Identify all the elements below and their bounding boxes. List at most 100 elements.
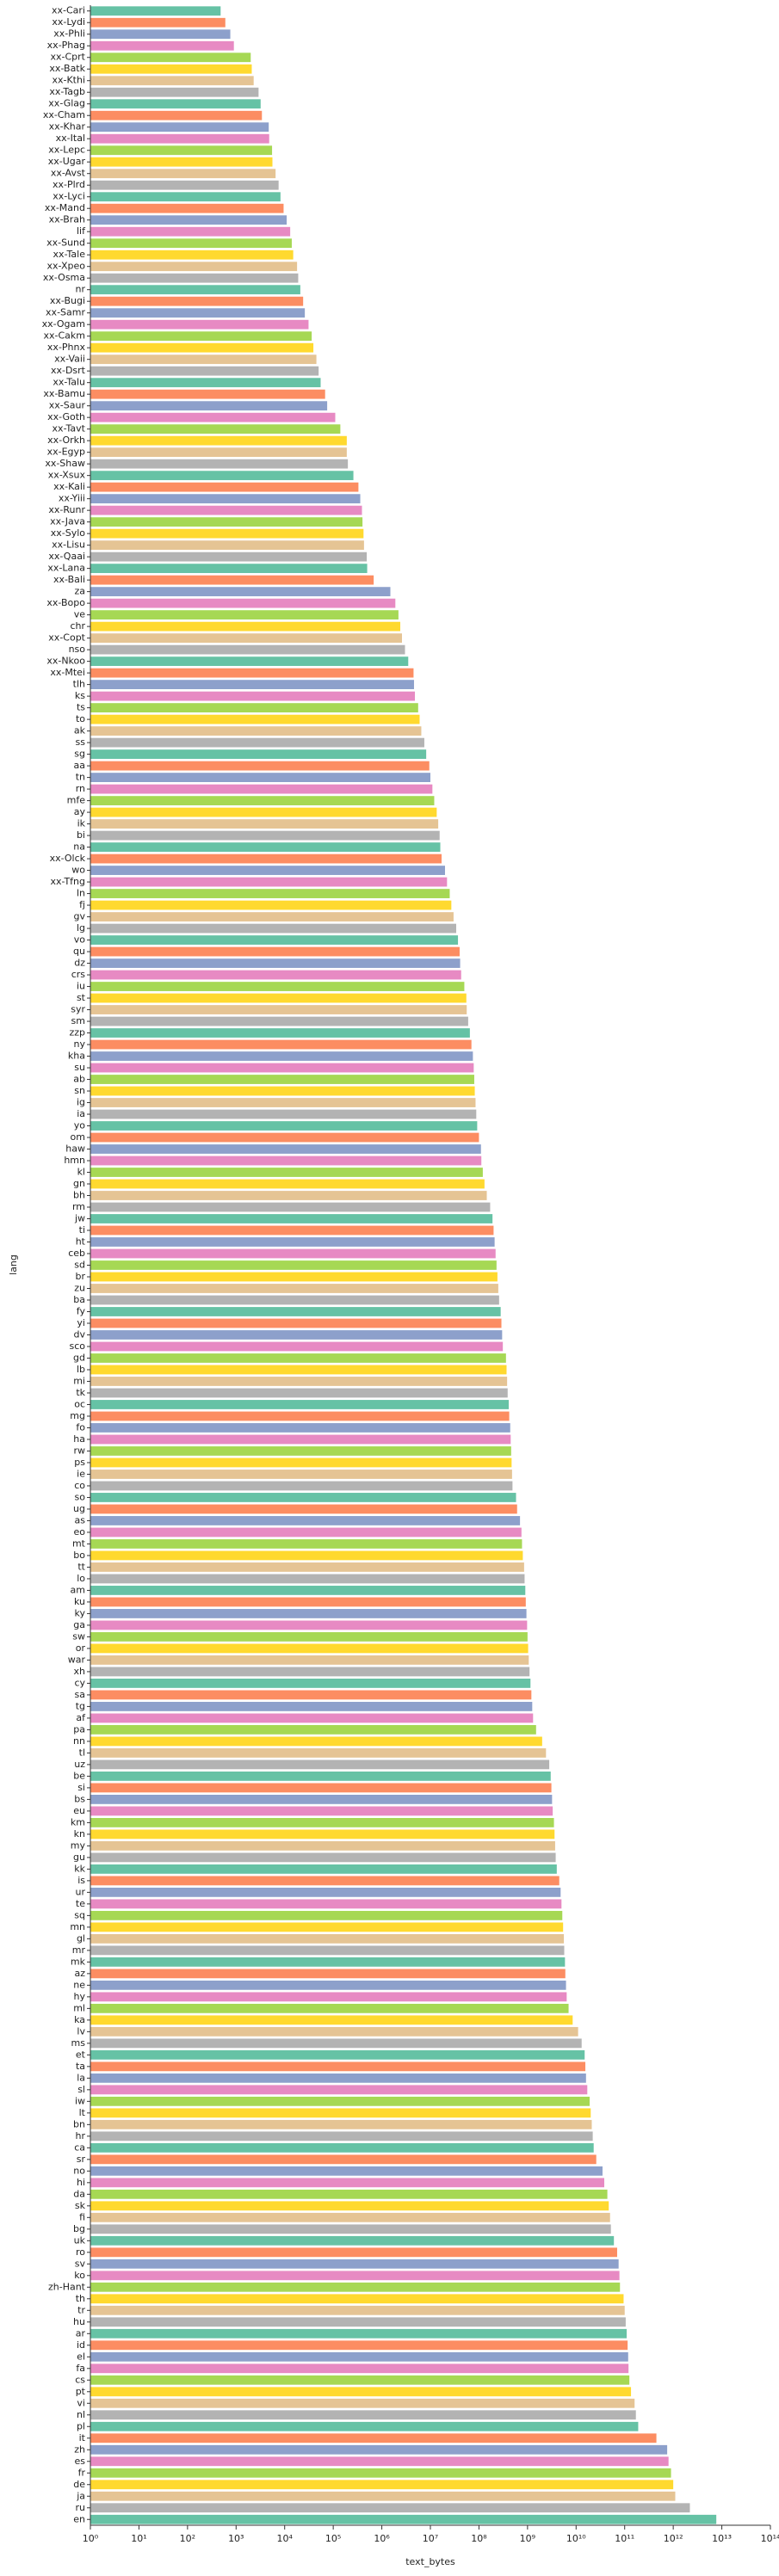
bar (90, 2154, 597, 2165)
y-tick-label: mg (70, 1410, 85, 1421)
bar (90, 2328, 628, 2339)
bar (90, 2073, 586, 2083)
bar (90, 1539, 522, 1549)
y-tick-label: no (73, 2165, 85, 2176)
y-tick-label: xx-Shaw (45, 458, 85, 469)
bar (90, 505, 362, 515)
y-tick-label: fi (79, 2211, 85, 2222)
bar (90, 2108, 591, 2118)
bar (90, 1307, 501, 1316)
bar (90, 1562, 524, 1572)
bar (90, 1237, 495, 1247)
y-tick-label: xx-Tavt (53, 423, 86, 434)
y-tick-label: xx-Java (50, 516, 85, 527)
y-tick-label: ja (76, 2490, 85, 2501)
y-tick-label: xx-Dsrt (51, 365, 86, 376)
y-tick-label: hu (73, 2316, 85, 2327)
bar (90, 342, 314, 353)
y-tick-label: et (76, 2049, 86, 2060)
y-tick-label: zh-Hant (48, 2281, 86, 2292)
y-tick-label: zzp (69, 1027, 85, 1038)
y-tick-label: ht (76, 1236, 86, 1248)
y-tick-label: haw (65, 1143, 85, 1155)
y-tick-label: ik (77, 818, 86, 829)
bar (90, 1353, 506, 1363)
x-tick-label: 10⁸ (471, 2533, 487, 2544)
bar (90, 587, 391, 597)
bar (90, 412, 336, 422)
y-tick-label: sn (74, 1085, 85, 1096)
x-tick-label: 10³ (228, 2533, 244, 2544)
bar (90, 1725, 536, 1735)
bar (90, 2271, 620, 2281)
bar (90, 1679, 531, 1688)
bar (90, 1260, 497, 1270)
bar (90, 1702, 533, 1711)
bar (90, 2421, 639, 2431)
y-tick-label: bn (73, 2118, 85, 2129)
y-tick-label: xx-Phnx (47, 342, 86, 353)
y-tick-label: vi (77, 2397, 85, 2408)
y-tick-label: iw (75, 2095, 85, 2106)
y-tick-label: xx-Tale (53, 249, 86, 260)
bar (90, 1852, 556, 1863)
y-tick-label: dv (74, 1328, 86, 1340)
bar (90, 610, 399, 620)
y-tick-label: nn (73, 1735, 85, 1747)
y-tick-label: xx-Bamu (43, 388, 85, 399)
y-tick-label: st (77, 992, 86, 1003)
y-tick-label: sr (77, 2154, 86, 2165)
bar (90, 2131, 593, 2142)
bar (90, 308, 306, 318)
bar (90, 1144, 481, 1154)
y-tick-label: af (76, 1712, 86, 1723)
y-tick-label: om (71, 1131, 85, 1143)
bar (90, 2189, 608, 2199)
y-tick-label: syr (71, 1004, 85, 1015)
bar (90, 1550, 523, 1561)
bar (90, 2351, 628, 2362)
bar (90, 842, 441, 852)
bar (90, 1005, 467, 1014)
bar (90, 1806, 553, 1816)
y-tick-label: xx-Ugar (48, 156, 86, 167)
y-tick-label: ln (77, 888, 85, 899)
bar (90, 1759, 550, 1770)
bar (90, 982, 465, 991)
y-tick-label: xx-Cham (43, 109, 85, 120)
bar (90, 6, 221, 16)
y-tick-label: xx-Khar (49, 121, 86, 132)
y-tick-label: xx-Lana (47, 563, 85, 574)
bar (90, 1202, 491, 1212)
bar (90, 87, 259, 97)
y-tick-label: ko (74, 2270, 85, 2281)
y-tick-label: cy (74, 1677, 85, 1688)
y-tick-label: bs (74, 1793, 85, 1804)
bar (90, 923, 456, 934)
bar (90, 958, 461, 968)
y-tick-label: pt (76, 2386, 86, 2397)
bar (90, 319, 309, 330)
y-tick-label: sq (74, 1909, 85, 1920)
bar (90, 1980, 566, 1990)
bar (90, 1922, 564, 1932)
bar (90, 2340, 628, 2351)
bar (90, 180, 279, 190)
bar (90, 1899, 562, 1909)
y-tick-label: id (77, 2339, 85, 2351)
bar (90, 1051, 473, 1061)
bar (90, 1318, 502, 1328)
bar (90, 2503, 690, 2513)
bar (90, 1295, 499, 1305)
bar (90, 1864, 557, 1874)
x-tick-label: 10⁵ (325, 2533, 341, 2544)
bar (90, 2085, 588, 2095)
y-tick-label: xx-Xsux (48, 470, 86, 481)
x-tick-label: 10¹⁰ (566, 2533, 586, 2544)
y-tick-label: xx-Phag (47, 40, 85, 51)
bar (90, 2142, 594, 2153)
bar (90, 2015, 573, 2025)
bar (90, 1493, 516, 1502)
y-tick-label: iu (77, 981, 85, 992)
y-tick-label: bh (73, 1190, 85, 1201)
